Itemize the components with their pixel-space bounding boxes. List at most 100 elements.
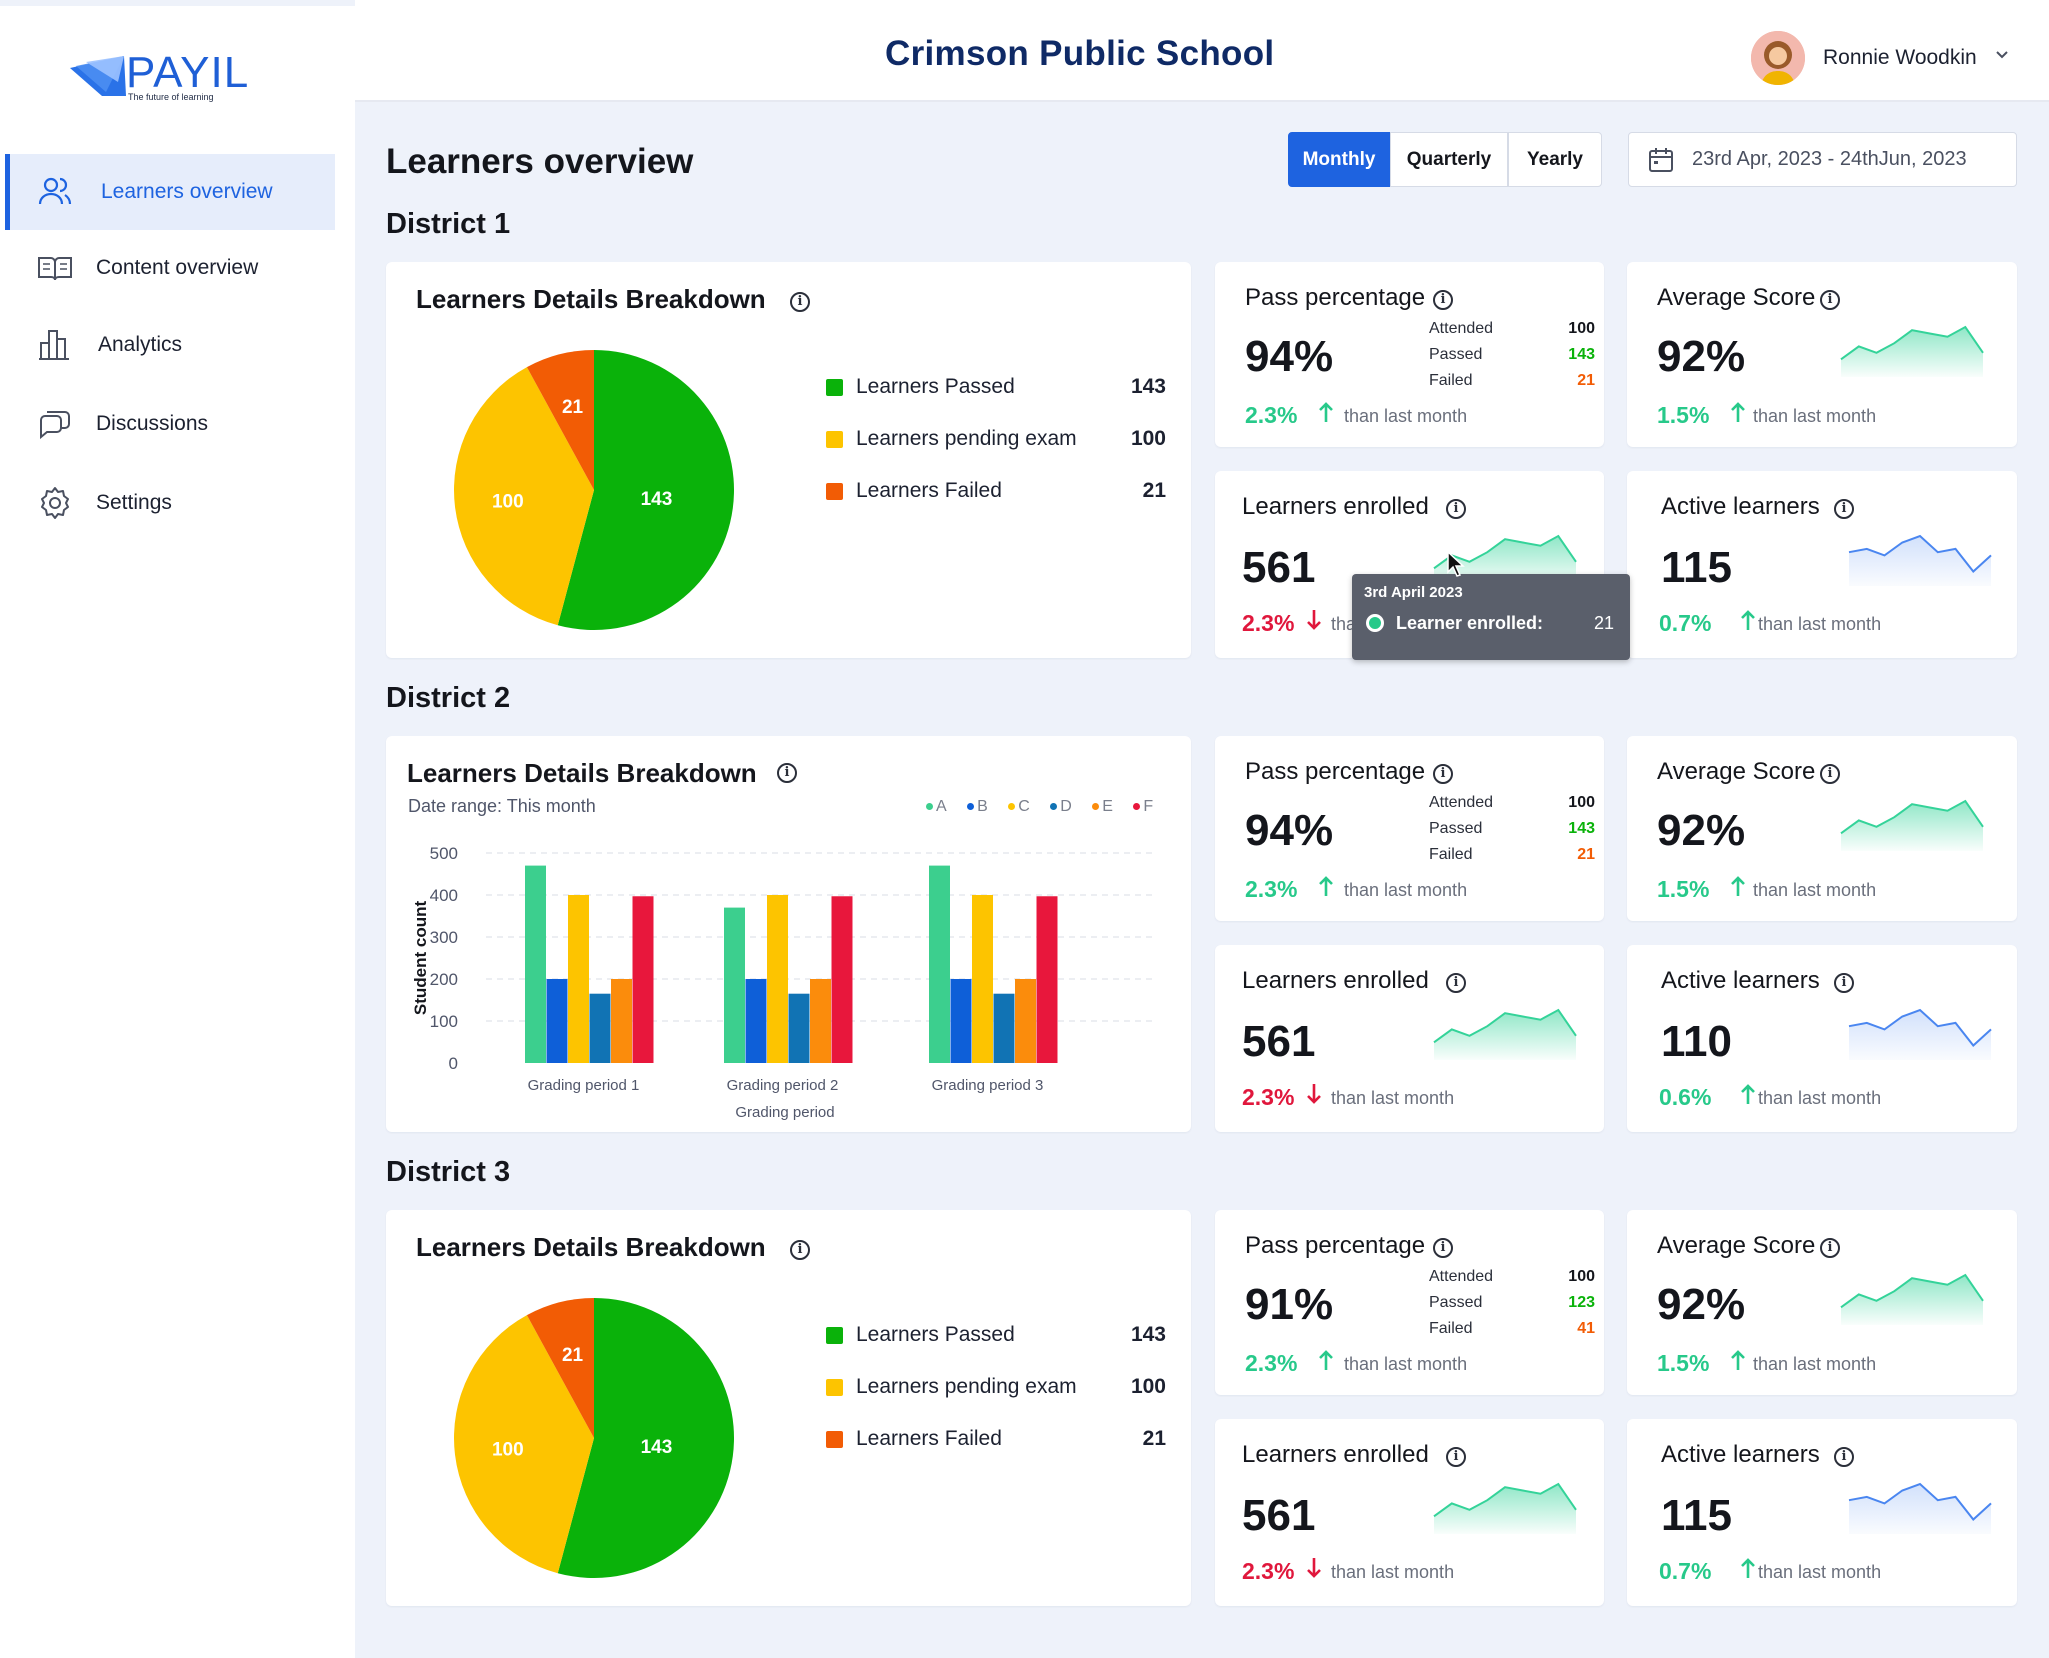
card-title: Learners enrolled bbox=[1242, 967, 1429, 994]
sparkline-area bbox=[1434, 1010, 1576, 1060]
bar[interactable] bbox=[788, 993, 810, 1063]
delta-value: 1.5% bbox=[1657, 1350, 1710, 1376]
stat-label: Passed bbox=[1429, 820, 1483, 837]
bar[interactable] bbox=[831, 896, 853, 1063]
info-icon[interactable]: i bbox=[1834, 973, 1854, 993]
bar[interactable] bbox=[724, 907, 745, 1063]
pie-slice[interactable] bbox=[526, 1298, 594, 1438]
period-monthly-button[interactable]: Monthly bbox=[1288, 132, 1390, 187]
stat-value: 100 bbox=[1568, 320, 1595, 337]
sidebar-item-content-overview[interactable]: Content overview bbox=[5, 230, 335, 306]
info-icon[interactable]: i bbox=[1820, 764, 1840, 784]
delta-note: than last month bbox=[1331, 1088, 1455, 1108]
legend-label: Learners Passed bbox=[856, 1323, 1015, 1346]
card-title: Learners enrolled bbox=[1242, 493, 1429, 520]
legend-item[interactable]: F bbox=[1133, 798, 1153, 815]
info-icon[interactable]: i bbox=[790, 292, 810, 312]
legend-label: Learners pending exam bbox=[856, 427, 1077, 450]
bar[interactable] bbox=[546, 979, 568, 1063]
period-quarterly-button[interactable]: Quarterly bbox=[1390, 132, 1508, 187]
info-icon[interactable]: i bbox=[1433, 290, 1453, 310]
pie-slice[interactable] bbox=[557, 350, 734, 630]
arrow-down-icon bbox=[1307, 1558, 1321, 1578]
pie-slice[interactable] bbox=[454, 1315, 594, 1574]
legend-label: A bbox=[936, 798, 947, 815]
bar[interactable] bbox=[972, 895, 993, 1063]
payil-logo[interactable]: PAYIL The future of learning bbox=[66, 48, 256, 108]
sparkline-chart bbox=[1848, 534, 1992, 586]
info-icon[interactable]: i bbox=[1446, 1447, 1466, 1467]
logo-tagline: The future of learning bbox=[128, 92, 214, 102]
x-tick-label: Grading period 2 bbox=[727, 1077, 839, 1094]
bar[interactable] bbox=[810, 979, 831, 1063]
info-icon[interactable]: i bbox=[777, 763, 797, 783]
bar[interactable] bbox=[568, 895, 589, 1063]
bar[interactable] bbox=[929, 865, 950, 1063]
pie-slice[interactable] bbox=[526, 350, 594, 490]
logo-mark-icon bbox=[70, 56, 126, 96]
bar[interactable] bbox=[589, 993, 611, 1063]
bar[interactable] bbox=[611, 979, 632, 1063]
metric-value: 561 bbox=[1242, 1491, 1316, 1540]
bar-legend: A B C D E F bbox=[926, 798, 1153, 816]
info-icon[interactable]: i bbox=[1446, 499, 1466, 519]
stat-value: 41 bbox=[1577, 1320, 1595, 1337]
sparkline-area bbox=[1841, 801, 1983, 851]
sidebar-item-learners-overview[interactable]: Learners overview bbox=[5, 154, 335, 230]
bar[interactable] bbox=[632, 896, 654, 1063]
pie-slice[interactable] bbox=[454, 367, 594, 626]
tooltip-value: 21 bbox=[1593, 613, 1614, 633]
user-name[interactable]: Ronnie Woodkin bbox=[1823, 46, 1977, 69]
avatar[interactable] bbox=[1751, 31, 1805, 85]
info-icon[interactable]: i bbox=[790, 1240, 810, 1260]
legend-item[interactable]: D bbox=[1050, 798, 1072, 815]
date-range-picker[interactable]: 23rd Apr, 2023 - 24thJun, 2023 bbox=[1628, 132, 2017, 187]
legend-item[interactable]: C bbox=[1008, 798, 1030, 815]
pie-slice[interactable] bbox=[557, 1298, 734, 1578]
bar[interactable] bbox=[993, 993, 1015, 1063]
chevron-down-icon[interactable] bbox=[1993, 46, 2011, 64]
delta-note: than last month bbox=[1758, 1562, 1882, 1582]
y-tick-label: 500 bbox=[430, 844, 458, 863]
sparkline-line bbox=[1840, 799, 1984, 835]
info-icon[interactable]: i bbox=[1446, 973, 1466, 993]
pie-slice-label: 100 bbox=[492, 1439, 524, 1460]
sparkline-chart bbox=[1840, 799, 1984, 851]
sparkline-chart bbox=[1433, 1008, 1577, 1060]
metric-value: 92% bbox=[1657, 1280, 1746, 1329]
bar[interactable] bbox=[1015, 979, 1036, 1063]
delta-value: 2.3% bbox=[1242, 1084, 1295, 1110]
info-icon[interactable]: i bbox=[1433, 764, 1453, 784]
info-icon[interactable]: i bbox=[1820, 1238, 1840, 1258]
legend-item[interactable]: E bbox=[1092, 798, 1113, 815]
x-tick-label: Grading period 1 bbox=[528, 1077, 640, 1094]
bar[interactable] bbox=[1036, 896, 1058, 1063]
page-title: Learners overview bbox=[386, 142, 694, 181]
stat-value: 100 bbox=[1568, 1268, 1595, 1285]
bar[interactable] bbox=[950, 979, 972, 1063]
bar[interactable] bbox=[525, 865, 546, 1063]
sidebar-item-settings[interactable]: Settings bbox=[5, 465, 335, 541]
mouse-cursor-icon bbox=[1447, 550, 1465, 577]
legend-swatch bbox=[826, 483, 843, 500]
stat-value: 21 bbox=[1577, 372, 1595, 389]
metric-value: 91% bbox=[1245, 1280, 1334, 1329]
bar-chart-icon bbox=[39, 330, 69, 360]
legend-item[interactable]: A bbox=[926, 798, 947, 815]
info-icon[interactable]: i bbox=[1820, 290, 1840, 310]
tooltip-label: Learner enrolled: bbox=[1396, 613, 1544, 633]
legend-item[interactable]: B bbox=[967, 798, 988, 815]
sidebar-item-analytics[interactable]: Analytics bbox=[5, 307, 335, 383]
period-yearly-button[interactable]: Yearly bbox=[1508, 132, 1602, 187]
sidebar-item-discussions[interactable]: Discussions bbox=[5, 386, 335, 462]
bar[interactable] bbox=[767, 895, 788, 1063]
info-icon[interactable]: i bbox=[1834, 499, 1854, 519]
sparkline-line bbox=[1433, 1482, 1577, 1518]
sidebar-item-label: Analytics bbox=[98, 333, 183, 356]
bar[interactable] bbox=[745, 979, 767, 1063]
stat-label: Passed bbox=[1429, 346, 1483, 363]
info-icon[interactable]: i bbox=[1834, 1447, 1854, 1467]
card-title: Average Score bbox=[1657, 758, 1816, 785]
sparkline-line bbox=[1433, 1008, 1577, 1044]
info-icon[interactable]: i bbox=[1433, 1238, 1453, 1258]
